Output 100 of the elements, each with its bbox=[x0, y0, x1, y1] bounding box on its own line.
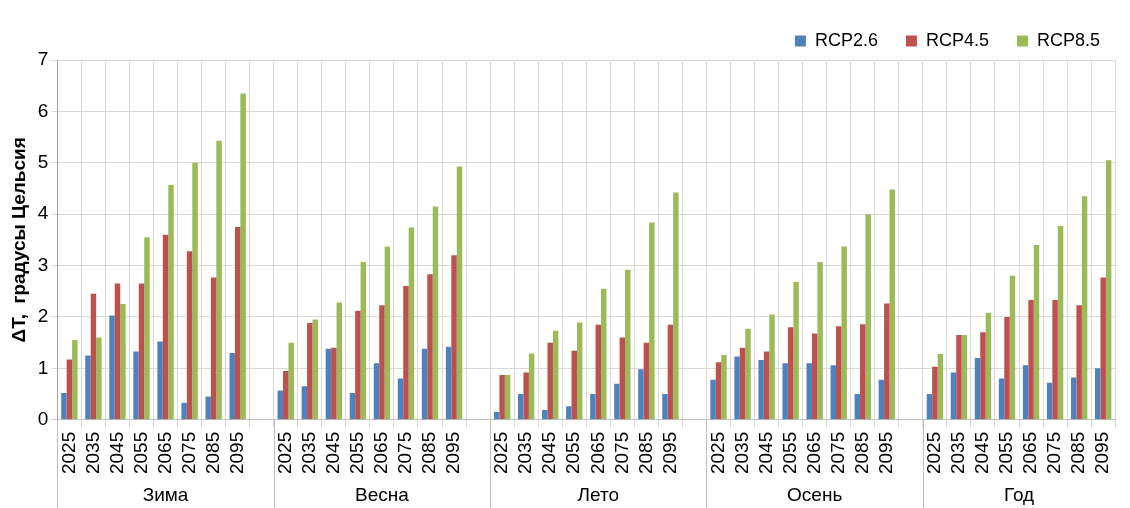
x-tick-label: 2025 bbox=[923, 431, 945, 475]
bar bbox=[325, 348, 332, 420]
bar bbox=[758, 360, 764, 420]
bar bbox=[229, 352, 235, 420]
bar bbox=[360, 261, 367, 420]
y-tick-label: 6 bbox=[37, 99, 49, 121]
bar bbox=[1028, 299, 1034, 420]
y-tick-label: 4 bbox=[37, 202, 49, 224]
bar bbox=[133, 351, 139, 420]
bar bbox=[61, 393, 67, 420]
bar bbox=[421, 348, 428, 420]
bar bbox=[379, 305, 385, 420]
x-tick-label: 2095 bbox=[875, 431, 897, 475]
bar bbox=[1009, 275, 1016, 420]
bar bbox=[576, 322, 583, 420]
text: Лето bbox=[577, 484, 620, 506]
bar bbox=[739, 347, 746, 420]
y-tick-label: 2 bbox=[37, 305, 49, 327]
bar bbox=[884, 303, 890, 420]
x-tick-label: 2035 bbox=[514, 431, 536, 475]
text: Год bbox=[1003, 484, 1035, 506]
bar bbox=[277, 390, 284, 420]
bar bbox=[283, 370, 289, 420]
bar bbox=[745, 328, 751, 420]
bar bbox=[830, 365, 836, 420]
legend-label: RCP4.5 bbox=[925, 29, 989, 50]
bar bbox=[806, 363, 812, 420]
bar bbox=[307, 323, 313, 420]
bar bbox=[216, 140, 222, 420]
bar bbox=[144, 237, 150, 420]
x-tick-label: 2035 bbox=[730, 431, 752, 475]
x-tick-label: 2075 bbox=[394, 431, 416, 475]
bar bbox=[763, 351, 770, 420]
bar bbox=[782, 363, 788, 420]
x-tick-label: 2085 bbox=[201, 431, 223, 475]
x-tick-label: 2065 bbox=[370, 431, 392, 475]
bar bbox=[138, 283, 145, 420]
bar bbox=[860, 324, 866, 420]
bar bbox=[793, 282, 799, 420]
x-tick-label: 2075 bbox=[610, 431, 632, 475]
x-tick-label: 2065 bbox=[802, 431, 824, 475]
bar bbox=[528, 353, 535, 420]
bar bbox=[403, 286, 409, 420]
bar bbox=[571, 350, 577, 420]
bar bbox=[1046, 382, 1053, 420]
bar bbox=[956, 334, 962, 420]
bar bbox=[961, 334, 968, 420]
x-tick-label: 2045 bbox=[322, 431, 344, 475]
x-tick-label: 2085 bbox=[851, 431, 872, 475]
legend-label: RCP2.6 bbox=[814, 29, 878, 50]
bar bbox=[90, 293, 97, 420]
bar bbox=[937, 353, 944, 420]
x-tick-label: 2095 bbox=[658, 431, 680, 475]
bar bbox=[998, 378, 1005, 420]
x-tick-label: 2045 bbox=[105, 431, 127, 475]
bar bbox=[301, 386, 308, 420]
bar bbox=[590, 394, 596, 420]
x-tick-label: 2065 bbox=[153, 431, 175, 475]
bar bbox=[397, 378, 404, 420]
bar bbox=[162, 234, 169, 420]
bar bbox=[518, 394, 524, 420]
bar bbox=[854, 394, 861, 420]
bar bbox=[384, 246, 391, 420]
bar bbox=[427, 274, 433, 420]
bar bbox=[811, 333, 818, 420]
bar bbox=[734, 356, 740, 420]
y-tick-label: 3 bbox=[37, 253, 49, 275]
x-tick-label: 2085 bbox=[418, 431, 440, 475]
bar bbox=[667, 324, 674, 420]
y-tick-label: 7 bbox=[37, 48, 49, 70]
bar bbox=[926, 394, 933, 420]
bar bbox=[601, 288, 607, 420]
bar bbox=[168, 184, 174, 420]
bar bbox=[566, 406, 572, 420]
bar bbox=[950, 372, 957, 420]
bar bbox=[787, 327, 794, 420]
bar bbox=[710, 379, 716, 420]
bar bbox=[1105, 160, 1112, 420]
x-tick-label: 2025 bbox=[490, 431, 512, 475]
y-tick-label: 0 bbox=[37, 407, 49, 429]
x-tick-label: 2035 bbox=[81, 431, 103, 475]
bar bbox=[109, 315, 115, 420]
bar bbox=[186, 251, 193, 420]
text: Зима bbox=[142, 484, 189, 506]
bar bbox=[85, 355, 91, 420]
bar bbox=[205, 396, 211, 420]
bar bbox=[432, 206, 439, 420]
x-tick-label: 2055 bbox=[995, 431, 1017, 475]
bar bbox=[715, 362, 722, 420]
bar bbox=[643, 342, 650, 420]
x-tick-label: 2075 bbox=[826, 431, 848, 475]
bar bbox=[157, 341, 163, 420]
bar bbox=[114, 283, 121, 420]
bar bbox=[974, 358, 981, 420]
bar bbox=[721, 354, 727, 420]
bar bbox=[331, 347, 337, 420]
x-tick-label: 2025 bbox=[57, 431, 79, 475]
bar bbox=[662, 394, 668, 420]
x-tick-label: 2095 bbox=[225, 431, 247, 475]
bar bbox=[408, 227, 415, 420]
